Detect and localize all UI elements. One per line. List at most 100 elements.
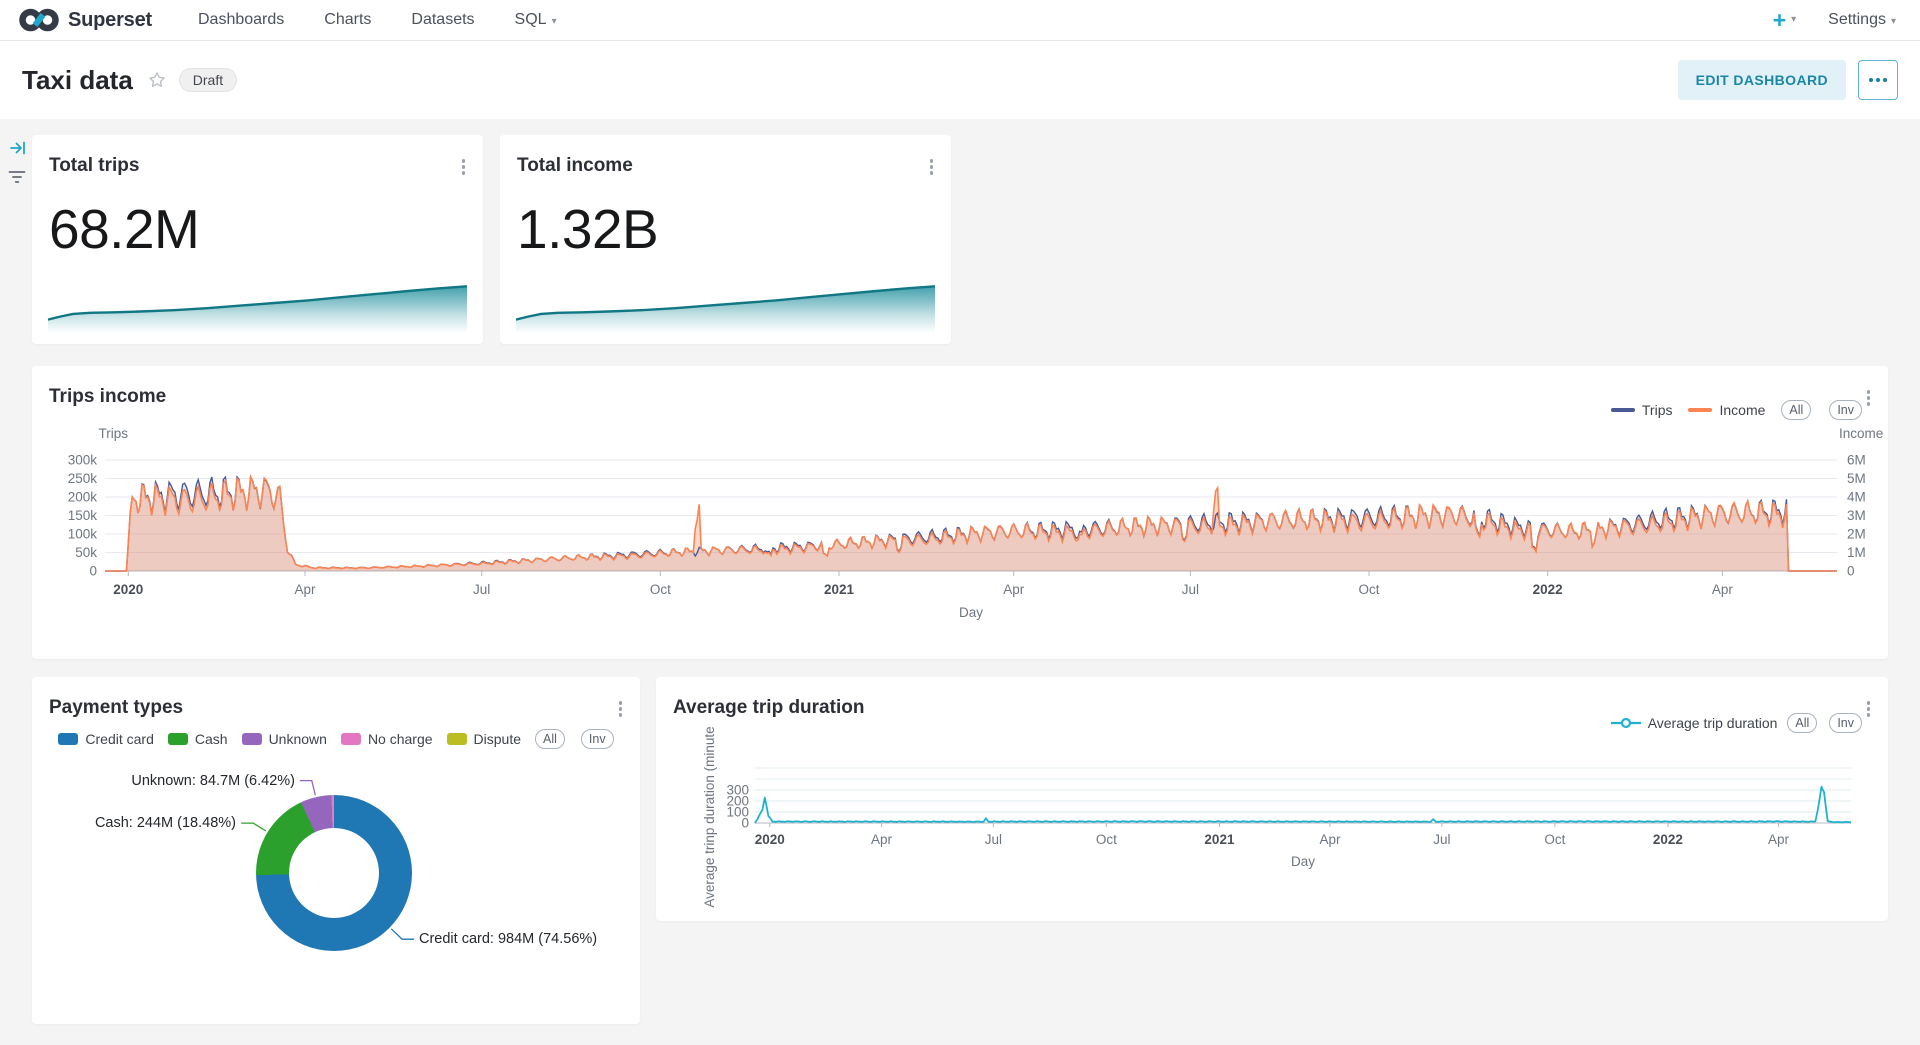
svg-text:Oct: Oct [1096, 832, 1117, 847]
legend-label: Unknown [268, 731, 327, 747]
expand-filter-bar-button[interactable] [7, 137, 29, 159]
legend-line-marker-icon [1610, 717, 1641, 729]
legend-all-button[interactable]: All [1781, 400, 1812, 420]
navbar-right: + ▾ Settings ▾ [1772, 6, 1896, 33]
arrow-right-to-bar-icon [10, 141, 25, 155]
plus-icon: + [1772, 6, 1787, 33]
legend-swatch [241, 733, 262, 745]
svg-text:100k: 100k [68, 527, 98, 542]
legend-label: Dispute [473, 731, 521, 747]
chart-more-options-icon[interactable] [458, 155, 470, 179]
nav-dashboards[interactable]: Dashboards [198, 11, 285, 28]
chart-title: Total trips [49, 155, 140, 176]
svg-text:Jul: Jul [985, 832, 1002, 847]
big-number-value: 1.32B [517, 198, 659, 260]
legend-item-cash[interactable]: Cash [167, 731, 228, 747]
chart-more-options-icon[interactable] [615, 697, 627, 721]
legend-item-no-charge[interactable]: No charge [340, 731, 433, 747]
dashboard-content: Total trips 68.2M Total income 1.32B Tri… [0, 119, 1920, 1045]
chart-title: Payment types [49, 697, 184, 718]
legend-all-button[interactable]: All [1787, 713, 1818, 733]
dashboard-more-options-button[interactable] [1858, 60, 1898, 100]
legend-item-credit-card[interactable]: Credit card [58, 731, 154, 747]
svg-text:Jul: Jul [1433, 832, 1450, 847]
legend-label: No charge [367, 731, 433, 747]
chart-card-payment-types: Payment types Credit card Cash Unknown N… [32, 677, 640, 1024]
svg-text:0: 0 [1847, 564, 1855, 579]
legend-label: Average trip duration [1647, 715, 1778, 731]
svg-text:6M: 6M [1847, 453, 1866, 468]
svg-text:2021: 2021 [1204, 832, 1235, 847]
svg-text:4M: 4M [1847, 490, 1866, 505]
nav-charts[interactable]: Charts [324, 11, 372, 28]
donut-hole [289, 828, 379, 918]
favorite-star-icon[interactable] [147, 70, 167, 90]
svg-text:2020: 2020 [755, 832, 785, 847]
legend-swatch [446, 733, 467, 745]
chart-title: Total income [517, 155, 633, 176]
svg-text:0: 0 [89, 564, 97, 579]
chevron-down-icon: ▾ [1791, 14, 1797, 25]
dashboard-header-actions: EDIT DASHBOARD [1677, 60, 1898, 100]
chart-more-options-icon[interactable] [926, 155, 938, 179]
dashboard-header: Taxi data Draft EDIT DASHBOARD [0, 41, 1920, 119]
trendline-chart [48, 275, 467, 333]
filter-list-button[interactable] [5, 167, 29, 187]
svg-text:2021: 2021 [824, 582, 855, 597]
svg-text:50k: 50k [75, 545, 97, 560]
nav-datasets[interactable]: Datasets [411, 11, 475, 28]
svg-text:150k: 150k [68, 508, 98, 523]
dashboard-title: Taxi data [22, 64, 133, 95]
legend-label: Credit card [85, 731, 154, 747]
svg-text:Apr: Apr [1003, 582, 1025, 597]
superset-logo[interactable]: Superset [18, 6, 152, 34]
chart-card-average-trip-duration: Average trip duration Average trip durat… [656, 677, 1888, 921]
chevron-down-icon: ▾ [1890, 16, 1896, 27]
legend-item-unknown[interactable]: Unknown [241, 731, 327, 747]
nav-sql[interactable]: SQL ▾ [515, 11, 557, 29]
svg-text:2020: 2020 [113, 582, 143, 597]
svg-text:5M: 5M [1847, 471, 1866, 486]
nav-sql-label: SQL [514, 11, 547, 28]
legend-item-income[interactable]: Income [1688, 402, 1765, 418]
chart-more-options-icon[interactable] [1863, 386, 1875, 410]
superset-infinity-icon [19, 8, 59, 32]
svg-text:Apr: Apr [871, 832, 893, 847]
filter-icon [8, 171, 26, 183]
svg-text:250k: 250k [68, 471, 98, 486]
settings-menu[interactable]: Settings ▾ [1828, 11, 1896, 29]
pie-callout-label: Unknown: 84.7M (6.42%) [131, 773, 295, 789]
svg-text:Day: Day [1291, 854, 1315, 869]
svg-text:200k: 200k [68, 490, 98, 505]
legend-inverse-button[interactable]: Inv [580, 729, 614, 749]
svg-text:Oct: Oct [650, 582, 671, 597]
big-number-value: 68.2M [49, 198, 200, 260]
svg-text:2022: 2022 [1653, 832, 1683, 847]
legend-item-trips[interactable]: Trips [1610, 402, 1673, 418]
legend-item-dispute[interactable]: Dispute [446, 731, 521, 747]
legend-inverse-button[interactable]: Inv [1829, 713, 1862, 733]
svg-text:200: 200 [726, 794, 749, 809]
chart-legend: Average trip duration All Inv [1610, 713, 1862, 733]
chart-more-options-icon[interactable] [1863, 697, 1875, 721]
main-nav: Dashboards Charts Datasets SQL ▾ [198, 11, 557, 29]
new-item-button[interactable]: + ▾ [1772, 6, 1797, 33]
svg-text:Apr: Apr [294, 582, 316, 597]
svg-text:Apr: Apr [1768, 832, 1790, 847]
chart-legend: Credit card Cash Unknown No charge Dispu… [32, 729, 640, 749]
legend-label: Trips [1641, 402, 1673, 418]
legend-all-button[interactable]: All [535, 729, 565, 749]
legend-item-average-trip-duration[interactable]: Average trip duration [1610, 715, 1778, 731]
legend-label: Income [1719, 402, 1766, 418]
svg-text:Day: Day [959, 605, 983, 620]
chart-card-total-income: Total income 1.32B [500, 135, 951, 344]
svg-text:Jul: Jul [473, 582, 490, 597]
svg-text:2022: 2022 [1533, 582, 1563, 597]
svg-text:Apr: Apr [1712, 582, 1734, 597]
pie-callout-label: Credit card: 984M (74.56%) [419, 931, 598, 947]
legend-inverse-button[interactable]: Inv [1829, 400, 1862, 420]
edit-dashboard-button[interactable]: EDIT DASHBOARD [1677, 60, 1846, 100]
status-badge: Draft [178, 68, 238, 92]
chart-legend: Trips Income All Inv [1610, 400, 1862, 420]
svg-text:2M: 2M [1847, 527, 1866, 542]
